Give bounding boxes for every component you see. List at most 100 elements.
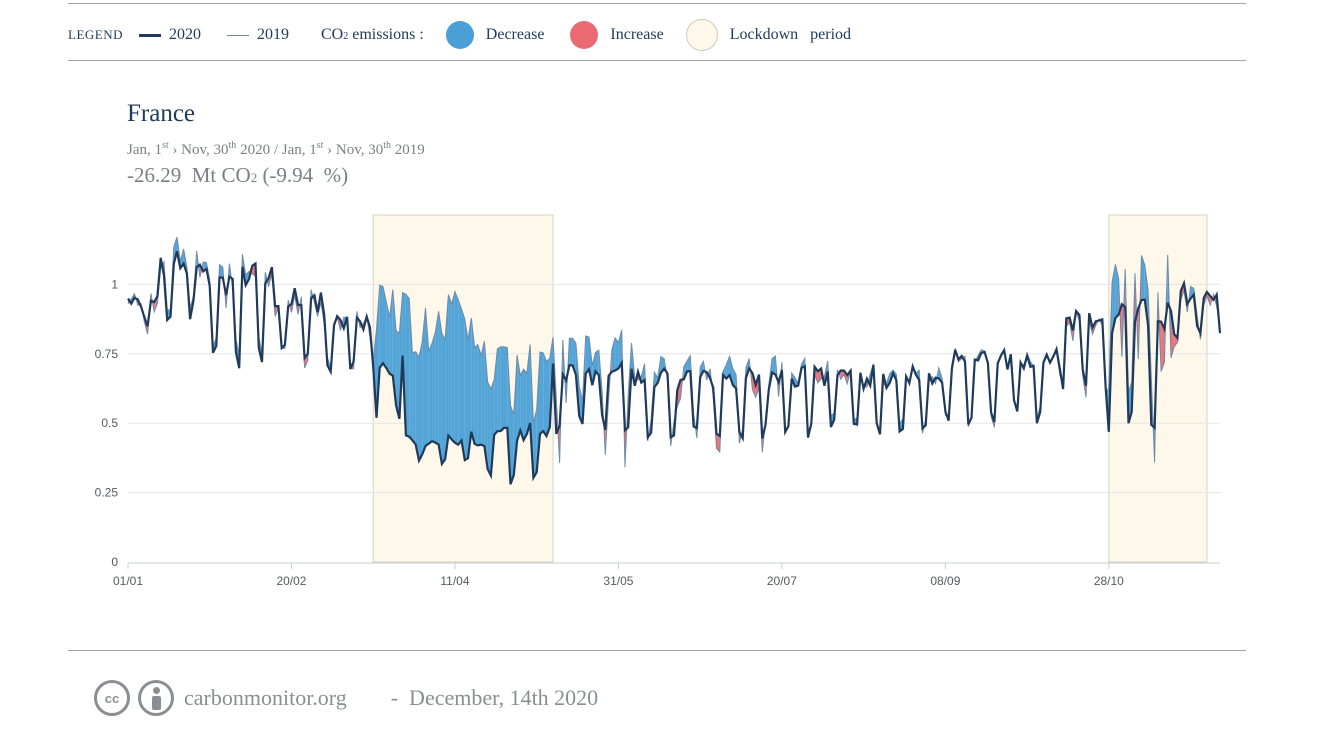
legend: LEGEND 2020 2019 CO2 emissions : Decreas…	[68, 19, 852, 51]
diff-segment-28	[219, 264, 223, 278]
diff-segment-116	[507, 347, 511, 485]
diff-segment-310	[1141, 255, 1145, 300]
diff-segment-171	[687, 355, 691, 372]
x-tick-label-1: 20/02	[276, 574, 306, 588]
diff-segment-302	[1115, 264, 1119, 318]
diff-segment-99	[451, 291, 455, 443]
legend-increase-label: Increase	[610, 26, 664, 43]
diff-segment-124	[533, 409, 537, 478]
diff-segment-95	[438, 311, 442, 464]
grid-lines	[128, 283, 1220, 494]
diff-segment-183	[726, 356, 730, 379]
diff-segment-97	[445, 294, 449, 460]
diff-segment-92	[428, 342, 433, 444]
diff-segment-77	[379, 285, 383, 368]
diff-segment-108	[481, 341, 485, 446]
chart-total-change: -26.29 Mt CO2 (-9.94 %)	[127, 163, 349, 187]
lockdown-band-2	[1108, 214, 1208, 563]
attribution-icon	[138, 680, 174, 716]
diff-segment-8	[154, 296, 158, 312]
diff-segment-110	[487, 381, 491, 476]
diff-segment-94	[435, 311, 439, 445]
x-tick-label-0: 01/01	[113, 574, 143, 588]
diff-segment-259	[974, 355, 979, 362]
diff-segment-93	[432, 332, 436, 443]
diff-segment-88	[415, 351, 419, 461]
legend-divider	[68, 60, 1246, 61]
legend-increase-swatch	[570, 21, 599, 49]
diff-segment-180	[716, 433, 720, 452]
diff-segment-135	[569, 338, 573, 366]
diff-segment-113	[497, 346, 501, 432]
diff-segment-119	[517, 355, 521, 441]
diff-segment-104	[468, 317, 472, 459]
x-tick-label-6: 28/10	[1094, 574, 1124, 588]
diff-segment-112	[494, 348, 498, 435]
diff-segment-128	[546, 358, 550, 436]
legend-lockdown-label: Lockdown period	[729, 26, 852, 43]
diff-segment-127	[543, 352, 547, 436]
creative-commons-icon: cc	[94, 680, 130, 716]
footer: cc carbonmonitor.org - December, 14th 20…	[94, 678, 598, 718]
legend-swatch-2020	[139, 33, 161, 37]
y-tick-label-0: 0	[111, 555, 118, 569]
legend-label-2019: 2019	[257, 26, 289, 43]
y-tick-label-3: 0.75	[95, 347, 119, 361]
legend-lockdown-swatch	[685, 19, 718, 51]
legend-decrease-swatch	[445, 21, 474, 49]
diff-segment-90	[422, 308, 426, 455]
difference-fill	[128, 237, 1220, 485]
x-tick-label-4: 20/07	[767, 574, 797, 588]
diff-segment-316	[1161, 321, 1165, 372]
diff-segment-85	[405, 294, 410, 437]
diff-segment-143	[595, 350, 599, 376]
diff-segment-96	[441, 333, 446, 464]
diff-segment-100	[454, 291, 459, 445]
diff-segment-115	[504, 346, 508, 428]
site-link[interactable]: carbonmonitor.org	[184, 685, 347, 710]
diff-segment-121	[523, 369, 527, 441]
diff-segment-197	[772, 356, 776, 375]
x-axis	[127, 562, 1220, 569]
emissions-chart: 0 0.25 0.5 0.75 1 01/01 20/02 11/04 31/05 20/07 08…	[95, 214, 1222, 588]
publish-date: - December, 14th 2020	[390, 685, 599, 710]
legend-emissions-label: CO2 emissions :	[321, 26, 424, 43]
diff-segment-149	[615, 337, 619, 371]
diff-segment-102	[461, 309, 465, 461]
footer-divider	[68, 650, 1246, 651]
diff-segment-218	[840, 370, 844, 380]
x-tick-label-2: 11/04	[440, 574, 469, 588]
diff-segment-89	[419, 341, 423, 461]
diff-segment-123	[530, 344, 534, 478]
chart-title: France	[127, 100, 196, 127]
tick-labels: 0 0.25 0.5 0.75 1 01/01 20/02 11/04 31/05 20/07 08…	[95, 277, 1125, 588]
diff-segment-87	[412, 351, 416, 445]
diff-segment-103	[464, 319, 468, 461]
diff-segment-126	[540, 352, 544, 434]
x-tick-label-3: 31/05	[603, 574, 633, 588]
diff-segment-114	[500, 346, 504, 432]
diff-segment-79	[386, 301, 390, 374]
diff-segment-105	[471, 317, 475, 444]
diff-segment-117	[510, 405, 514, 485]
diff-segment-86	[409, 298, 413, 441]
diff-segment-140	[585, 335, 589, 374]
diff-segment-111	[490, 379, 495, 476]
diff-segment-78	[383, 286, 387, 368]
diff-segment-169	[680, 366, 684, 399]
legend-decrease-label: Decrease	[485, 26, 545, 43]
legend-swatch-2019	[227, 34, 249, 36]
diff-segment-148	[611, 337, 616, 372]
legend-label-2020: 2020	[169, 26, 201, 43]
legend-title: LEGEND	[68, 27, 123, 42]
diff-segment-301	[1112, 264, 1116, 334]
diff-segment-184	[729, 356, 733, 386]
y-tick-label-2: 0.5	[101, 416, 118, 430]
y-tick-label-1: 0.25	[95, 486, 119, 500]
diff-segment-82	[396, 330, 400, 419]
diff-segment-107	[477, 344, 482, 446]
top-divider	[68, 3, 1246, 4]
y-tick-label-4: 1	[111, 277, 118, 291]
chart-subtitle: Jan, 1st › Nov, 30th 2020 / Jan, 1st › N…	[127, 140, 425, 158]
series-lines	[127, 236, 1222, 485]
